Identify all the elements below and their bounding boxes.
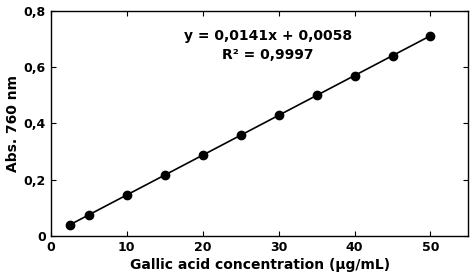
Text: y = 0,0141x + 0,0058
R² = 0,9997: y = 0,0141x + 0,0058 R² = 0,9997 (184, 29, 352, 62)
Y-axis label: Abs. 760 nm: Abs. 760 nm (6, 75, 19, 172)
X-axis label: Gallic acid concentration (µg/mL): Gallic acid concentration (µg/mL) (129, 259, 390, 272)
